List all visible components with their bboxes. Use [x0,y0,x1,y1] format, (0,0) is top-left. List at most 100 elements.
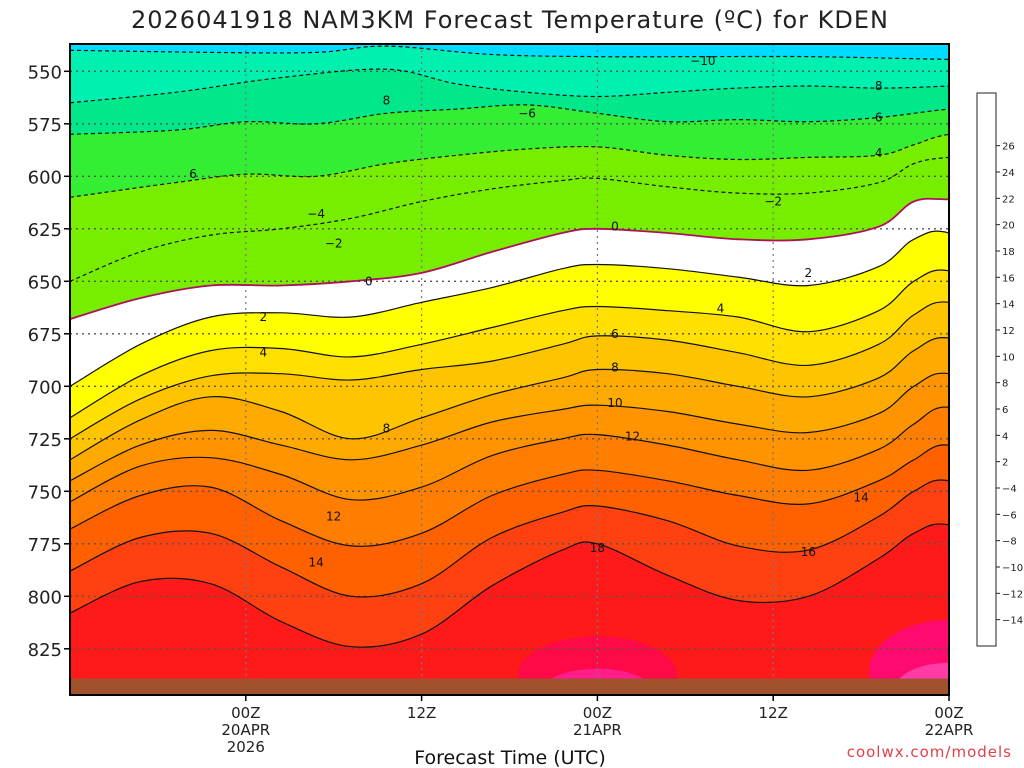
y-tick-label: 600 [28,167,62,188]
contour-line [70,406,949,503]
y-axis: 550 575 600 625 650 675 700 725 750 775 800 825 [28,62,70,661]
y-tick-label: 675 [28,325,62,346]
x-tick-label: 00Z [583,704,612,722]
contour-label: 8 [875,79,883,93]
contour-label: 14 [308,556,323,570]
y-tick-label: 625 [28,220,62,241]
y-tick-label: 750 [28,482,62,503]
colorbar-label: 18 [1002,247,1015,258]
contour-label: 4 [260,346,268,360]
contour-line [70,301,949,440]
x-tick-label: 2026 [227,738,265,756]
colorbar-label: 6 [1002,405,1008,416]
colorbar-label: −6 [1002,510,1017,521]
y-tick-label: 725 [28,430,62,451]
y-tick-label: 825 [28,640,62,661]
contour-label: −6 [518,106,536,120]
plot-frame [69,43,950,696]
contour-label: −2 [764,195,782,209]
contour-line [70,45,949,60]
x-tick-label: 20APR [221,721,270,739]
band-fill [70,301,949,460]
x-tick-label: 00Z [934,704,963,722]
contour-label: −2 [325,237,343,251]
colorbar-label: 2 [1002,458,1008,469]
contour-label: 4 [875,146,883,160]
band-fill [70,444,949,597]
band-fill [70,337,949,481]
y-tick-label: 775 [28,535,62,556]
contour-line [70,479,949,598]
contour-label: 6 [611,327,619,341]
contour-label: −4 [307,207,325,221]
band-fill [70,46,949,103]
colorbar-label: 16 [1002,273,1015,284]
x-tick-label: 22APR [925,721,974,739]
colorbar-label: −12 [1002,589,1023,600]
contour-label: 8 [383,421,391,435]
colorbar-label: −14 [1002,616,1023,627]
colorbar-frame [976,92,997,647]
contour-label: 2 [260,310,268,324]
colorbar-label: 20 [1002,221,1015,232]
contour-line [70,336,949,461]
band-fill-warm [70,523,949,695]
colorbar-label: 12 [1002,326,1015,337]
contour-label: −10 [690,54,715,68]
x-tick-label: 12Z [407,704,436,722]
contour-label: 10 [607,396,622,410]
contour-line [70,104,949,135]
x-axis-label: Forecast Time (UTC) [414,747,605,768]
band-fill [70,69,949,135]
contour-label: 0 [365,274,373,288]
contour-line [70,372,949,482]
colorbar-label: 26 [1002,142,1015,153]
band-fill [70,104,949,198]
plot-area: −10 8 8 −6 6 4 6 −4 −2 −2 0 0 2 2 4 4 6 8 10 8 12 14 12 16 18 14 [70,44,949,695]
colorbar-label: −10 [1002,563,1023,574]
colorbar-label: 14 [1002,300,1015,311]
colorbar-label: −8 [1002,537,1017,548]
contour-line [70,197,949,320]
y-tick-label: 800 [28,587,62,608]
y-tick-label: 550 [28,62,62,83]
colorbar-label: 8 [1002,379,1008,390]
contour-line [70,269,949,419]
x-tick-label: 12Z [759,704,788,722]
band-fill [70,373,949,502]
contour-label: 18 [590,541,605,555]
colorbar-label: 10 [1002,352,1015,363]
colorbar-label: −4 [1002,484,1017,495]
terrain-ground [70,678,949,695]
x-tick-label: 00Z [231,704,260,722]
colorbar-label: 24 [1002,168,1015,179]
contour-label: 4 [717,302,725,316]
contour-line [70,523,949,648]
contour-label: 2 [805,266,813,280]
y-tick-label: 650 [28,272,62,293]
x-tick-label: 21APR [573,721,622,739]
contour-line [70,133,949,198]
contour-line [70,230,949,387]
contour-label: 12 [625,430,640,444]
contour-label: 8 [383,94,391,108]
contour-label: 6 [189,167,197,181]
band-fill [70,198,949,387]
credit-text: coolwx.com/models [847,743,1012,761]
band-fill [70,407,949,547]
contour-line [70,156,949,282]
contour-label: 14 [853,491,868,505]
band-fill [70,134,949,282]
contour-label: 16 [801,545,816,559]
colorbar-label: 4 [1002,431,1008,442]
band-fill [70,231,949,418]
contour-label: 12 [326,510,341,524]
band-fill [70,480,949,648]
contour-line [70,444,949,547]
colorbar-label: 22 [1002,194,1015,205]
contour-label: 8 [611,360,619,374]
contour-line [70,68,949,104]
